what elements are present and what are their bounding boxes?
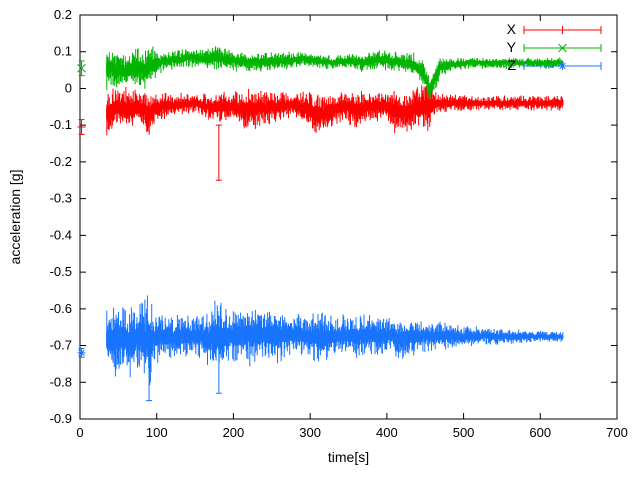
x-tick-label: 600 [529, 425, 551, 440]
star-marker [77, 348, 86, 357]
y-tick-label: -0.8 [50, 374, 72, 389]
y-tick-label: -0.1 [50, 117, 72, 132]
x-tick-label: 200 [223, 425, 245, 440]
legend-label: X [507, 21, 517, 37]
cross-marker [77, 63, 86, 73]
y-tick-label: 0.2 [54, 7, 72, 22]
series-y [77, 46, 564, 98]
error-bar [215, 326, 222, 394]
y-axis: -0.9 -0.8 -0.7 -0.6 -0.5 -0.4 -0.3 -0.2 -0.1 0 0.1… [50, 7, 617, 426]
y-tick-label: -0.6 [50, 301, 72, 316]
series-band-core [106, 53, 564, 92]
series-band-core [106, 325, 564, 356]
plus-marker [558, 26, 567, 34]
y-tick-label: -0.5 [50, 264, 72, 279]
cross-marker [558, 43, 567, 53]
legend-label: Z [507, 57, 516, 73]
series-z [77, 295, 564, 402]
error-bar [215, 124, 222, 181]
x-tick-label: 400 [376, 425, 398, 440]
x-axis-title: time[s] [328, 449, 369, 465]
legend-entry-z: Z [507, 57, 602, 73]
series-band-core [106, 99, 564, 123]
legend-entry-y: Y [507, 39, 602, 55]
plot-border [79, 14, 618, 420]
y-tick-label: -0.9 [50, 411, 72, 426]
y-tick-label: -0.4 [50, 227, 72, 242]
y-tick-label: -0.7 [50, 338, 72, 353]
series-x [77, 85, 564, 181]
y-tick-label: 0 [65, 80, 72, 95]
legend: XYZ [507, 21, 602, 73]
x-tick-label: 700 [606, 425, 628, 440]
x-axis: 0 100 200 300 400 500 600 700 [76, 15, 628, 440]
x-tick-label: 500 [453, 425, 475, 440]
error-bar [146, 326, 153, 402]
legend-entry-x: X [507, 21, 602, 37]
y-tick-label: -0.3 [50, 191, 72, 206]
x-tick-label: 0 [76, 425, 83, 440]
plus-marker [77, 123, 86, 132]
y-tick-label: -0.2 [50, 154, 72, 169]
y-tick-label: 0.1 [54, 44, 72, 59]
y-axis-title: acceleration [g] [7, 170, 23, 265]
x-tick-label: 300 [299, 425, 321, 440]
x-tick-label: 100 [146, 425, 168, 440]
legend-label: Y [507, 39, 517, 55]
star-marker [558, 62, 567, 70]
